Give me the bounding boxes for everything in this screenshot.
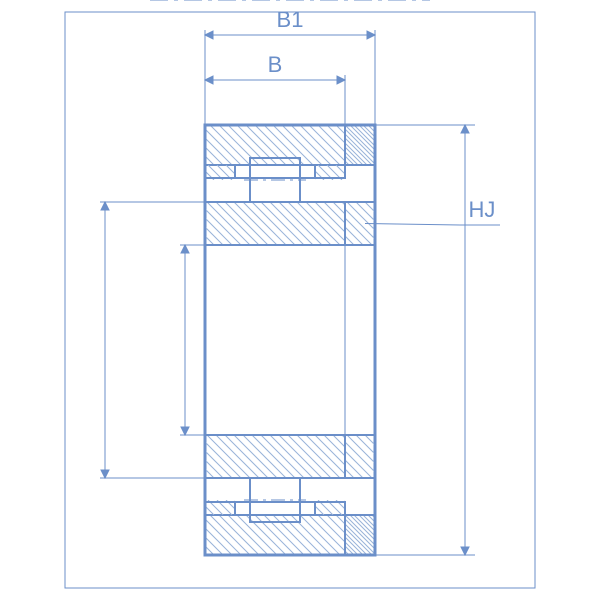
label-HJ: HJ [469,197,496,222]
outer-ring [165,125,453,555]
hj-ring [302,202,453,478]
label-Fw: Fw [76,0,105,5]
inner-ring [162,202,430,478]
label-d: d [167,0,179,5]
label-B1: B1 [277,7,304,32]
label-B: B [268,52,283,77]
label-D: D [475,0,491,5]
